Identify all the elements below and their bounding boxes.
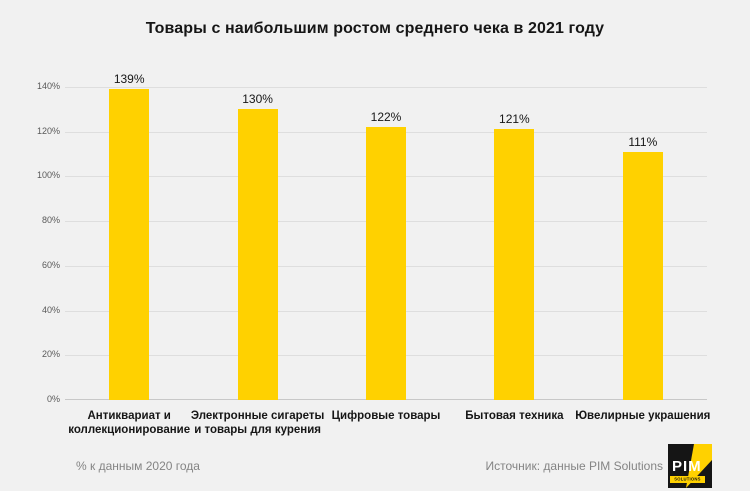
bar-value-label: 122% — [370, 110, 402, 125]
chart-title: Товары с наибольшим ростом среднего чека… — [145, 20, 605, 37]
bar-value-label: 111% — [628, 134, 658, 149]
y-axis-tick-label: 0% — [46, 394, 60, 404]
bar — [494, 129, 535, 400]
x-axis-category-label: Электронные сигареты и товары для курени… — [190, 410, 325, 436]
y-axis-tick-label: 80% — [41, 215, 60, 226]
x-axis-category-label: Антиквариат и коллекционирование — [68, 410, 191, 436]
y-axis-tick-label: 100% — [36, 170, 60, 181]
bar-value-label: 139% — [113, 72, 145, 87]
pim-logo: PIM SOLUTIONS — [668, 444, 712, 488]
gridline — [65, 87, 707, 88]
y-axis-tick-label: 20% — [41, 349, 60, 360]
y-axis-tick-label: 140% — [36, 81, 60, 91]
y-axis-tick-label: 40% — [41, 304, 60, 315]
footer-note: % к данным 2020 года — [76, 459, 200, 473]
pim-logo-strip: SOLUTIONS — [670, 476, 705, 483]
x-axis-category-label: Ювелирные украшения — [575, 410, 711, 422]
x-axis-category-label: Цифровые товары — [331, 410, 441, 422]
pim-logo-subtext: SOLUTIONS — [674, 477, 701, 482]
bar — [237, 109, 278, 400]
bar-value-label: 130% — [242, 92, 273, 107]
y-axis-tick-label: 60% — [41, 259, 60, 270]
x-axis-category-label: Бытовая техника — [465, 410, 564, 422]
y-axis-tick-label: 120% — [36, 125, 60, 136]
footer-source: Источник: данные PIM Solutions — [485, 459, 664, 473]
bar — [109, 89, 150, 400]
bar-value-label: 121% — [499, 112, 530, 127]
bar — [366, 127, 406, 400]
pim-logo-text: PIM — [672, 458, 702, 475]
bar — [622, 151, 663, 400]
plot-area: 139% 130% 122% 121% 111% — [65, 72, 707, 400]
